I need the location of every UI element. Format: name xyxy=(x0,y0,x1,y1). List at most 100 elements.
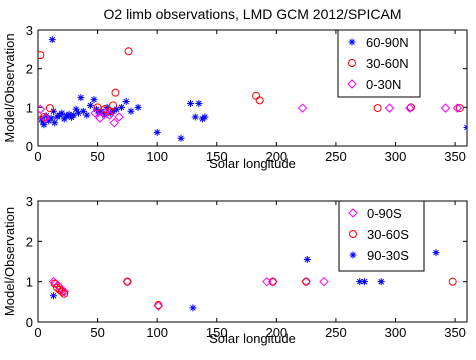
data-point xyxy=(361,278,369,286)
legend-item: 60-90N xyxy=(348,35,409,50)
x-tick-label: 250 xyxy=(325,149,347,164)
legend-label: 0-30N xyxy=(366,77,401,92)
data-point xyxy=(114,112,124,122)
x-tick-label: 250 xyxy=(325,325,347,340)
x-tick-label: 0 xyxy=(34,325,41,340)
data-point xyxy=(177,134,185,142)
data-point xyxy=(40,113,50,123)
legend-label: 30-60N xyxy=(366,56,409,71)
data-point xyxy=(59,287,69,297)
data-point xyxy=(124,47,133,56)
data-point xyxy=(48,36,56,44)
legend-label: 90-30S xyxy=(367,248,409,263)
data-point xyxy=(100,105,109,114)
data-point xyxy=(103,103,111,111)
data-point xyxy=(356,278,364,286)
legend-item: 30-60N xyxy=(348,56,409,71)
data-points xyxy=(48,249,457,312)
x-tick-label: 200 xyxy=(265,149,287,164)
legend-marker xyxy=(349,251,357,259)
data-point xyxy=(255,96,264,105)
data-point xyxy=(384,103,395,113)
legend-item: 90-30S xyxy=(349,248,409,263)
data-point xyxy=(79,107,87,115)
data-point xyxy=(113,105,121,113)
data-point xyxy=(111,88,120,97)
y-tick-label: 2 xyxy=(26,234,33,249)
x-tick-label: 300 xyxy=(385,149,407,164)
data-point xyxy=(302,277,311,286)
data-point xyxy=(77,94,85,102)
data-point xyxy=(58,109,66,117)
data-point xyxy=(432,249,440,257)
series-90-30S xyxy=(49,249,440,312)
data-point xyxy=(38,104,46,114)
legend-item: 30-60S xyxy=(349,227,409,242)
data-point xyxy=(123,277,132,286)
legend-marker xyxy=(348,38,356,46)
data-point xyxy=(297,103,308,113)
bottom-panel: 0 50 100 150 200 250 300 350 0 1 2 3 Solar longitude… xyxy=(2,194,468,346)
legend-marker xyxy=(348,208,358,218)
y-tick-label: 3 xyxy=(26,194,33,209)
x-tick-label: 50 xyxy=(90,149,104,164)
data-points xyxy=(38,36,467,142)
data-point xyxy=(65,110,73,118)
data-point xyxy=(92,105,100,113)
data-point xyxy=(440,103,451,113)
series-60-90N xyxy=(38,36,467,142)
data-point xyxy=(45,104,54,113)
series-0-30N xyxy=(38,103,463,128)
data-point xyxy=(373,104,382,113)
top-panel: O2 limb observations, LMD GCM 2012/SPICA… xyxy=(2,6,468,171)
y-tick-label: 1 xyxy=(26,100,33,115)
data-point xyxy=(303,255,311,263)
x-tick-label: 200 xyxy=(265,325,287,340)
x-tick-label: 100 xyxy=(146,149,168,164)
data-point xyxy=(72,105,80,113)
data-point xyxy=(47,114,55,122)
data-point xyxy=(189,304,197,312)
data-point xyxy=(100,108,110,118)
legend-item: 0-90S xyxy=(348,206,402,221)
legend: 0-90S 30-60S 90-30S xyxy=(338,200,425,272)
x-tick-label: 350 xyxy=(444,149,466,164)
data-point xyxy=(319,276,329,287)
series-30-60N xyxy=(38,47,464,121)
data-point xyxy=(153,128,161,136)
data-point xyxy=(38,51,45,60)
data-point xyxy=(97,107,105,115)
data-point xyxy=(60,115,68,123)
data-point xyxy=(51,119,59,127)
data-point xyxy=(95,113,105,123)
data-point xyxy=(83,111,91,119)
legend-label: 0-90S xyxy=(367,206,402,221)
x-axis-label: Solar longitude xyxy=(209,156,296,171)
data-point xyxy=(49,107,57,115)
y-axis-label: Model/Observation xyxy=(2,207,17,316)
data-point xyxy=(405,103,415,113)
data-point xyxy=(104,110,115,120)
data-point xyxy=(57,287,66,296)
legend-label: 60-90N xyxy=(366,35,409,50)
data-point xyxy=(109,101,118,110)
data-point xyxy=(39,118,47,126)
legend-marker xyxy=(348,59,356,67)
legend-marker xyxy=(349,230,357,238)
data-point xyxy=(117,103,125,111)
data-point xyxy=(90,108,100,118)
data-point xyxy=(101,111,109,119)
x-tick-label: 300 xyxy=(385,325,407,340)
data-point xyxy=(40,121,48,129)
data-point xyxy=(448,277,457,286)
y-tick-label: 0 xyxy=(26,315,33,330)
data-point xyxy=(90,96,98,104)
y-tick-label: 3 xyxy=(26,23,33,38)
data-point xyxy=(153,301,164,311)
legend-marker xyxy=(347,79,357,89)
data-point xyxy=(201,113,209,121)
data-point xyxy=(122,98,130,106)
data-point xyxy=(154,301,163,310)
data-point xyxy=(455,104,464,113)
